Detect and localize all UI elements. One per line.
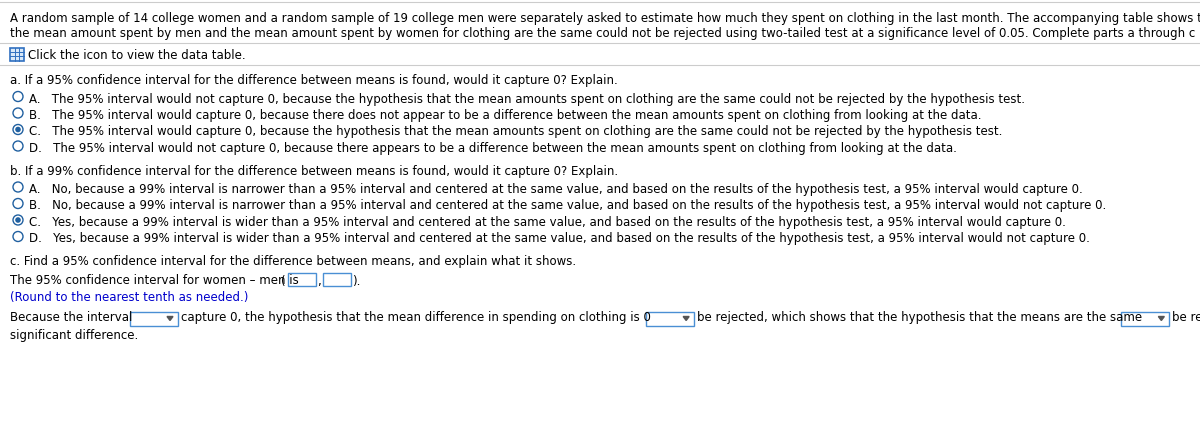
Circle shape [16,218,20,223]
Polygon shape [1158,317,1164,321]
Text: b. If a 99% confidence interval for the difference between means is found, would: b. If a 99% confidence interval for the … [10,164,618,177]
Text: B.   No, because a 99% interval is narrower than a 95% interval and centered at : B. No, because a 99% interval is narrowe… [29,199,1106,212]
Text: be rejected, and there: be rejected, and there [1172,311,1200,324]
Circle shape [13,216,23,226]
FancyBboxPatch shape [1121,312,1169,326]
Text: D.   Yes, because a 99% interval is wider than a 95% interval and centered at th: D. Yes, because a 99% interval is wider … [29,232,1090,245]
FancyBboxPatch shape [323,273,352,286]
Text: A.   The 95% interval would not capture 0, because the hypothesis that the mean : A. The 95% interval would not capture 0,… [29,92,1025,105]
Text: significant difference.: significant difference. [10,328,138,341]
Polygon shape [167,317,173,321]
Text: C.   The 95% interval would capture 0, because the hypothesis that the mean amou: C. The 95% interval would capture 0, bec… [29,125,1002,138]
Text: ).: ). [352,274,360,287]
Circle shape [13,183,23,193]
Circle shape [13,125,23,135]
Text: (: ( [281,274,286,287]
Circle shape [16,128,20,133]
FancyBboxPatch shape [10,49,24,62]
Text: the mean amount spent by men and the mean amount spent by women for clothing are: the mean amount spent by men and the mea… [10,26,1200,39]
Text: ,: , [317,274,320,287]
Text: Click the icon to view the data table.: Click the icon to view the data table. [28,49,246,62]
Text: Because the interval: Because the interval [10,311,132,324]
FancyBboxPatch shape [288,273,316,286]
Circle shape [13,199,23,209]
Circle shape [13,109,23,119]
Text: be rejected, which shows that the hypothesis that the means are the same: be rejected, which shows that the hypoth… [697,311,1142,324]
Text: a. If a 95% confidence interval for the difference between means is found, would: a. If a 95% confidence interval for the … [10,74,618,87]
Text: c. Find a 95% confidence interval for the difference between means, and explain : c. Find a 95% confidence interval for th… [10,254,576,267]
Text: C.   Yes, because a 99% interval is wider than a 95% interval and centered at th: C. Yes, because a 99% interval is wider … [29,216,1066,228]
Text: B.   The 95% interval would capture 0, because there does not appear to be a dif: B. The 95% interval would capture 0, bec… [29,109,982,122]
Text: A random sample of 14 college women and a random sample of 19 college men were s: A random sample of 14 college women and … [10,12,1200,25]
FancyBboxPatch shape [130,312,178,326]
Text: capture 0, the hypothesis that the mean difference in spending on clothing is 0: capture 0, the hypothesis that the mean … [181,311,650,324]
Text: D.   The 95% interval would not capture 0, because there appears to be a differe: D. The 95% interval would not capture 0,… [29,141,956,155]
Text: The 95% confidence interval for women – men is: The 95% confidence interval for women – … [10,274,299,287]
Circle shape [13,141,23,151]
Circle shape [13,92,23,102]
Text: (Round to the nearest tenth as needed.): (Round to the nearest tenth as needed.) [10,290,248,303]
Circle shape [13,232,23,242]
FancyBboxPatch shape [646,312,694,326]
Text: A.   No, because a 99% interval is narrower than a 95% interval and centered at : A. No, because a 99% interval is narrowe… [29,183,1082,196]
Polygon shape [683,317,689,321]
